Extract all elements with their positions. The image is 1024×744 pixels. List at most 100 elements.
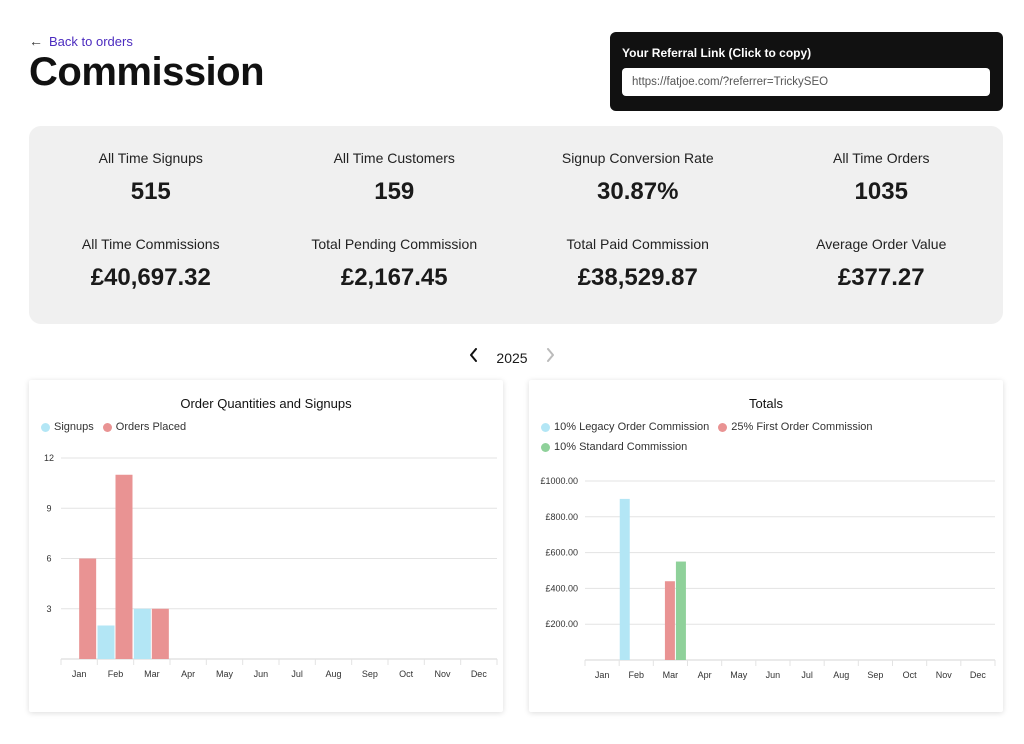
stat-label: All Time Commissions bbox=[81, 236, 220, 252]
x-tick-label: Dec bbox=[471, 669, 488, 679]
x-tick-label: Oct bbox=[903, 670, 918, 680]
y-tick-label: £600.00 bbox=[545, 548, 578, 558]
year-label: 2025 bbox=[496, 349, 528, 366]
stat-label: Total Pending Commission bbox=[311, 236, 478, 252]
legend-label: 10% Standard Commission bbox=[554, 441, 688, 453]
x-tick-label: Jul bbox=[801, 670, 813, 680]
stat-label: All Time Customers bbox=[333, 150, 455, 166]
y-tick-label: 9 bbox=[46, 503, 51, 513]
stat-all-time-commissions: All Time Commissions £40,697.32 bbox=[29, 236, 273, 322]
stat-value: £2,167.45 bbox=[340, 264, 448, 291]
chart-legend: 10% Legacy Order Commission 25% First Or… bbox=[541, 421, 901, 453]
stat-label: All Time Orders bbox=[833, 150, 930, 166]
y-tick-label: £800.00 bbox=[545, 512, 578, 522]
x-tick-label: Jan bbox=[595, 670, 610, 680]
stat-total-paid-commission: Total Paid Commission £38,529.87 bbox=[516, 236, 760, 322]
totals-chart: £200.00 £400.00 £600.00 £800.00 £1000.00 Jan F… bbox=[540, 476, 996, 680]
x-tick-label: Jun bbox=[254, 669, 269, 679]
y-tick-label: £400.00 bbox=[545, 583, 578, 593]
back-to-orders-link[interactable]: ← Back to orders bbox=[29, 33, 133, 49]
y-tick-label: £1000.00 bbox=[540, 476, 578, 486]
legend-label: 25% First Order Commission bbox=[731, 421, 873, 433]
stat-label: Total Paid Commission bbox=[566, 236, 709, 252]
totals-chart-card: Totals 10% Legacy Order Commission 25% F… bbox=[529, 380, 1003, 712]
referral-link-input[interactable] bbox=[622, 68, 990, 96]
y-tick-label: 3 bbox=[46, 604, 51, 614]
arrow-left-icon: ← bbox=[29, 33, 43, 49]
legend-item-standard-commission[interactable]: 10% Standard Commission bbox=[541, 441, 687, 453]
stat-all-time-signups: All Time Signups 515 bbox=[29, 150, 273, 236]
stat-all-time-customers: All Time Customers 159 bbox=[273, 150, 517, 236]
chart-legend: Signups Orders Placed bbox=[41, 421, 401, 433]
x-tick-label: Nov bbox=[434, 669, 451, 679]
bar-10-legacy-order-commission-feb bbox=[619, 498, 630, 660]
x-tick-label: Jun bbox=[766, 670, 781, 680]
legend-label: 10% Legacy Order Commission bbox=[554, 421, 710, 433]
stat-signup-conversion-rate: Signup Conversion Rate 30.87% bbox=[516, 150, 760, 236]
legend-swatch bbox=[718, 422, 728, 432]
x-tick-label: Jan bbox=[72, 669, 87, 679]
legend-item-orders-placed[interactable]: Orders Placed bbox=[102, 421, 187, 433]
x-tick-label: Dec bbox=[970, 670, 987, 680]
legend-item-first-order-commission[interactable]: 25% First Order Commission bbox=[718, 421, 873, 433]
chart-title: Totals bbox=[749, 396, 783, 411]
stat-label: Signup Conversion Rate bbox=[561, 150, 714, 166]
x-tick-label: Aug bbox=[833, 670, 849, 680]
x-tick-label: Aug bbox=[325, 669, 341, 679]
x-tick-label: May bbox=[216, 669, 234, 679]
x-tick-label: Jul bbox=[291, 669, 303, 679]
stat-value: £377.27 bbox=[837, 264, 925, 291]
stat-value: 30.87% bbox=[597, 178, 679, 205]
order-quantities-chart: 3 6 9 12 Jan Feb Mar Apr May Jun Jul Aug Sep Oct Nov De… bbox=[44, 453, 498, 679]
stat-value: £40,697.32 bbox=[90, 264, 211, 291]
referral-link-label: Your Referral Link (Click to copy) bbox=[622, 46, 812, 60]
x-tick-label: Apr bbox=[181, 669, 195, 679]
referral-link-panel: Your Referral Link (Click to copy) bbox=[610, 32, 1003, 111]
stat-total-pending-commission: Total Pending Commission £2,167.45 bbox=[273, 236, 517, 322]
x-tick-label: Mar bbox=[144, 669, 160, 679]
bar-orders-placed-jan bbox=[79, 558, 97, 659]
chevron-left-icon[interactable] bbox=[468, 348, 480, 367]
chevron-right-icon[interactable] bbox=[544, 348, 556, 367]
chart-title: Order Quantities and Signups bbox=[180, 396, 352, 411]
bar-signups-mar bbox=[133, 608, 151, 659]
x-tick-label: Feb bbox=[628, 670, 644, 680]
stat-label: All Time Signups bbox=[98, 150, 203, 166]
x-tick-label: Feb bbox=[108, 669, 124, 679]
back-to-orders-label: Back to orders bbox=[49, 33, 133, 49]
stat-value: 159 bbox=[374, 178, 415, 205]
legend-swatch bbox=[41, 422, 50, 432]
x-tick-label: May bbox=[730, 670, 748, 680]
x-tick-label: Mar bbox=[663, 670, 679, 680]
y-tick-label: £200.00 bbox=[545, 619, 578, 629]
x-tick-label: Sep bbox=[867, 670, 883, 680]
y-tick-label: 6 bbox=[46, 554, 51, 564]
bar-signups-feb bbox=[97, 625, 115, 659]
bar-orders-placed-mar bbox=[151, 608, 169, 659]
legend-label: Orders Placed bbox=[115, 421, 187, 433]
order-quantities-chart-card: Order Quantities and Signups Signups Ord… bbox=[29, 380, 503, 712]
stat-all-time-orders: All Time Orders 1035 bbox=[760, 150, 1004, 236]
legend-label: Signups bbox=[54, 421, 94, 433]
x-tick-label: Oct bbox=[399, 669, 414, 679]
legend-swatch bbox=[102, 422, 112, 432]
year-navigation: 2025 bbox=[0, 348, 1024, 367]
stat-value: 1035 bbox=[854, 178, 908, 205]
x-tick-label: Sep bbox=[362, 669, 378, 679]
bar-10-standard-commission-mar bbox=[675, 561, 686, 660]
y-tick-label: 12 bbox=[44, 453, 54, 463]
stat-value: 515 bbox=[130, 178, 171, 205]
legend-item-signups[interactable]: Signups bbox=[41, 421, 94, 433]
bar-25-first-order-commission-mar bbox=[664, 581, 675, 660]
stat-label: Average Order Value bbox=[816, 236, 947, 252]
bar-orders-placed-feb bbox=[115, 474, 133, 659]
stats-panel: All Time Signups 515 All Time Customers … bbox=[29, 126, 1003, 324]
stat-value: £38,529.87 bbox=[577, 264, 698, 291]
legend-item-legacy-commission[interactable]: 10% Legacy Order Commission bbox=[541, 421, 709, 433]
legend-swatch bbox=[541, 442, 550, 452]
stat-average-order-value: Average Order Value £377.27 bbox=[760, 236, 1004, 322]
legend-swatch bbox=[541, 422, 550, 432]
x-tick-label: Apr bbox=[698, 670, 712, 680]
x-tick-label: Nov bbox=[936, 670, 953, 680]
page-title: Commission bbox=[29, 50, 265, 94]
